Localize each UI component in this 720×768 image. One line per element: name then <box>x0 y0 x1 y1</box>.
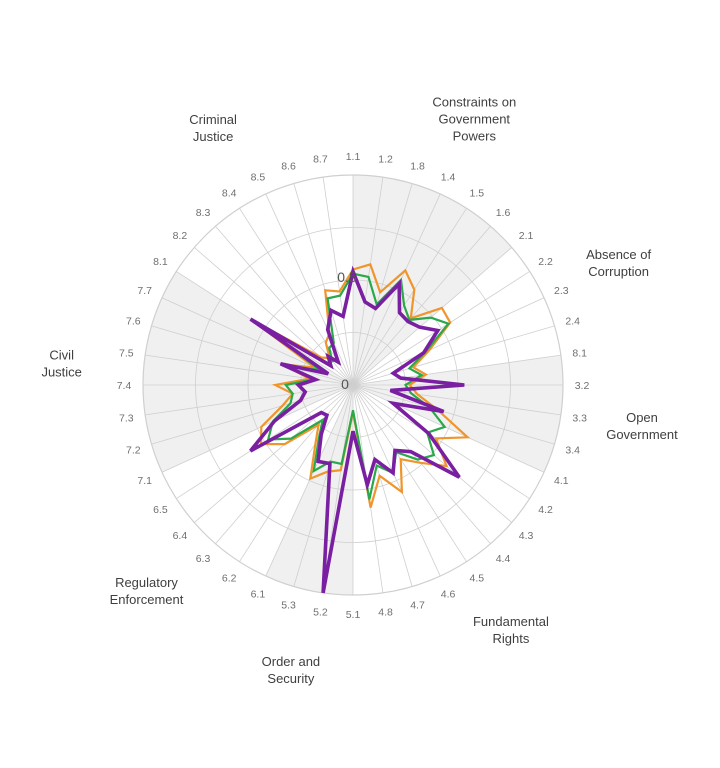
category-label: 7.5 <box>119 347 134 359</box>
category-label: 2.2 <box>538 256 553 268</box>
factor-band <box>143 271 353 473</box>
category-label: 2.3 <box>554 285 569 297</box>
category-label: 3.2 <box>575 380 590 392</box>
factor-label: Open Government <box>606 410 678 442</box>
category-label: 8.2 <box>173 230 188 242</box>
category-label: 4.4 <box>496 553 511 565</box>
category-label: 4.6 <box>441 588 456 600</box>
data-series <box>249 263 471 594</box>
category-label: 1.8 <box>410 160 425 172</box>
radial-axis-labels: 00.5 <box>337 269 357 392</box>
category-label: 4.2 <box>538 504 553 516</box>
category-label: 1.1 <box>346 151 361 163</box>
category-label: 7.7 <box>137 285 152 297</box>
factor-label: Order and Security <box>262 654 321 686</box>
category-label: 8.5 <box>251 172 266 184</box>
category-label: 7.2 <box>126 445 141 457</box>
category-label: 4.3 <box>519 530 534 542</box>
category-label: 8.1 <box>153 256 168 268</box>
radial-label-0: 0 <box>341 376 349 392</box>
factor-label: Civil Justice <box>41 348 81 380</box>
category-label: 5.3 <box>281 600 296 612</box>
category-label: 2.4 <box>565 316 580 328</box>
radial-label-half: 0.5 <box>337 269 357 285</box>
category-label: 6.5 <box>153 504 168 516</box>
factor-labels: Constraints on Government Powers Absence of… <box>41 94 678 685</box>
series-line-3 <box>249 265 465 594</box>
category-label: 7.6 <box>126 316 141 328</box>
category-label: 3.3 <box>572 413 587 425</box>
factor-band <box>353 175 512 385</box>
category-label: 4.8 <box>378 607 393 619</box>
category-label: 7.4 <box>117 380 132 392</box>
category-label: 1.4 <box>441 172 456 184</box>
factor-label: Absence of Corruption <box>586 247 651 279</box>
category-label: 5.1 <box>346 609 361 621</box>
category-label: 1.5 <box>469 187 484 199</box>
category-label: 3.4 <box>565 445 580 457</box>
category-tick-labels: 1.1 1.2 1.8 1.4 1.5 1.6 2.1 2.2 2.3 2.4 8.1 3.2 3.3 3… <box>117 151 590 621</box>
category-label: 6.1 <box>251 588 266 600</box>
category-label: 6.4 <box>173 530 188 542</box>
category-label: 6.2 <box>222 573 237 585</box>
category-label: 6.3 <box>196 553 211 565</box>
category-label: 8.6 <box>281 160 296 172</box>
category-label: 8.3 <box>196 207 211 219</box>
category-label: 7.3 <box>119 413 134 425</box>
category-label: 4.1 <box>554 475 569 487</box>
category-label: 8.4 <box>222 187 237 199</box>
category-label: 1.2 <box>378 153 393 165</box>
radar-grid <box>142 174 564 596</box>
category-label: 7.1 <box>137 475 152 487</box>
category-label: 4.5 <box>469 573 484 585</box>
factor-label: Regulatory Enforcement <box>110 575 184 607</box>
factor-label: Constraints on Government Powers <box>432 94 516 143</box>
factor-label: Criminal Justice <box>189 112 237 144</box>
category-label: 2.1 <box>519 230 534 242</box>
category-label: 1.6 <box>496 207 511 219</box>
category-label: 4.7 <box>410 600 425 612</box>
grid-ring <box>195 227 511 543</box>
category-label: 8.7 <box>313 153 328 165</box>
grid-ring <box>142 174 564 596</box>
category-label: 8.1 <box>572 347 587 359</box>
factor-label: Fundamental Rights <box>473 614 549 646</box>
category-label: 5.2 <box>313 607 328 619</box>
